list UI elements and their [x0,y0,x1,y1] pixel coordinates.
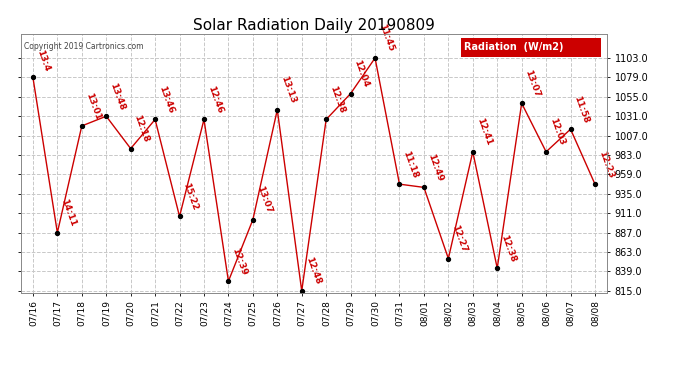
Text: 12:23: 12:23 [597,149,615,179]
Text: 12:18: 12:18 [132,114,151,144]
Point [321,117,332,123]
Point [28,74,39,80]
Point [589,181,600,187]
Point [467,149,478,155]
Text: 13:13: 13:13 [279,75,297,105]
Text: 13:46: 13:46 [157,84,175,115]
Text: 15:22: 15:22 [181,182,199,212]
Point [516,100,527,106]
Text: 13:07: 13:07 [524,69,542,99]
FancyBboxPatch shape [461,38,602,57]
Text: 11:18: 11:18 [402,149,420,179]
Point [52,230,63,236]
Text: 14:11: 14:11 [59,198,77,228]
Text: 12:46: 12:46 [206,84,224,115]
Point [418,184,429,190]
Title: Solar Radiation Daily 20190809: Solar Radiation Daily 20190809 [193,18,435,33]
Point [492,265,503,271]
Text: 13:01: 13:01 [83,91,102,121]
Point [150,117,161,123]
Text: 11:58: 11:58 [573,94,591,124]
Point [394,181,405,187]
Text: 13:48: 13:48 [108,81,126,111]
Point [272,107,283,113]
Text: 12:03: 12:03 [548,117,566,147]
Text: 12:27: 12:27 [451,224,469,254]
Point [443,255,454,261]
Text: 13:4: 13:4 [35,48,51,73]
Point [223,278,234,284]
Text: Copyright 2019 Cartronics.com: Copyright 2019 Cartronics.com [23,42,143,51]
Text: 12:04: 12:04 [353,59,371,89]
Text: 12:49: 12:49 [426,152,444,183]
Text: 12:38: 12:38 [499,233,518,263]
Point [174,213,185,219]
Text: 12:41: 12:41 [475,117,493,147]
Point [370,55,381,61]
Point [199,117,210,123]
Text: 13:07: 13:07 [255,185,273,215]
Point [247,217,258,223]
Text: Radiation  (W/m2): Radiation (W/m2) [464,42,563,52]
Point [565,126,576,132]
Text: 12:39: 12:39 [230,246,248,276]
Point [125,146,136,152]
Point [345,91,356,97]
Point [101,113,112,119]
Text: 11:45: 11:45 [377,23,395,53]
Point [296,288,307,294]
Text: 12:48: 12:48 [304,256,322,286]
Point [540,149,551,155]
Text: 12:38: 12:38 [328,85,346,115]
Point [77,123,88,129]
